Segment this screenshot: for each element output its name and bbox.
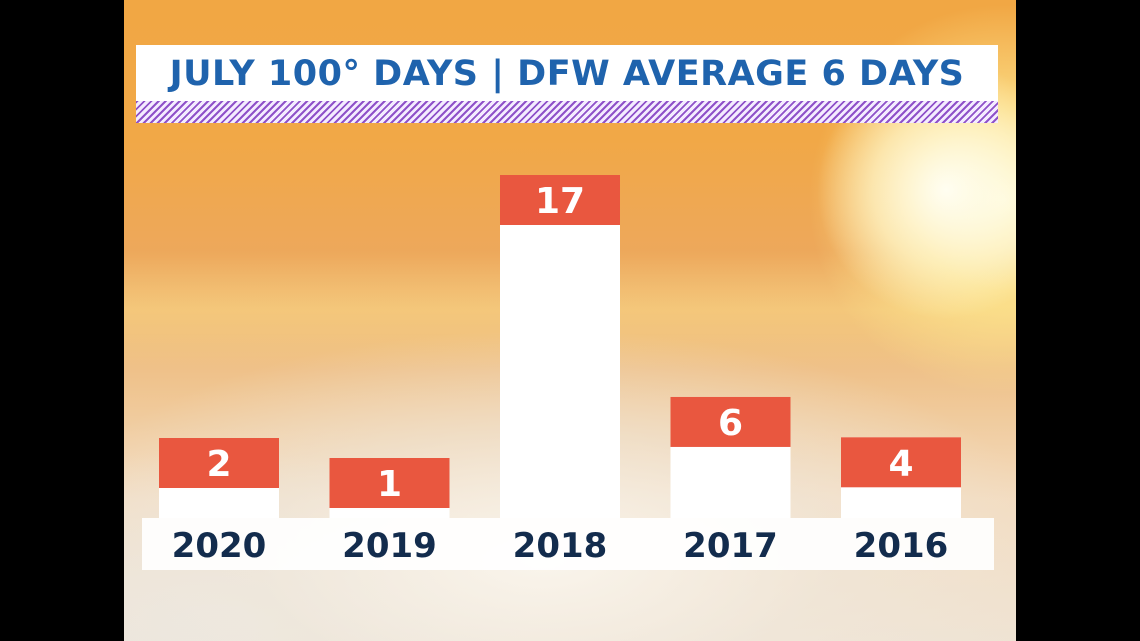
bar-value-label-2019: 1 bbox=[377, 464, 402, 505]
x-tick-label-2020: 2020 bbox=[172, 526, 267, 566]
graphic-canvas: JULY 100° DAYS | DFW AVERAGE 6 DAYS 2 202… bbox=[124, 0, 1016, 641]
bar-value-cap-2018 bbox=[500, 175, 620, 225]
chart-title: JULY 100° DAYS | DFW AVERAGE 6 DAYS bbox=[169, 54, 965, 94]
bar-value-cap-2016 bbox=[841, 437, 961, 488]
title-banner: JULY 100° DAYS | DFW AVERAGE 6 DAYS bbox=[136, 45, 998, 123]
title-stripe bbox=[136, 101, 998, 123]
bar-value-label-2020: 2 bbox=[206, 444, 231, 485]
x-tick-label-2016: 2016 bbox=[854, 526, 949, 566]
x-tick-label-2018: 2018 bbox=[513, 526, 608, 566]
bar-value-cap-2020 bbox=[159, 438, 279, 488]
bar-value-cap-2017 bbox=[670, 396, 791, 447]
bar-value-label-2018: 17 bbox=[535, 181, 585, 222]
bar-value-cap-2019 bbox=[329, 458, 450, 508]
x-tick-label-2017: 2017 bbox=[683, 526, 778, 566]
bar-2018 bbox=[500, 175, 620, 518]
bar-chart: 2 2020 1 2019 17 2018 6 2017 4 2016 bbox=[159, 175, 961, 566]
bar-value-label-2017: 6 bbox=[718, 403, 743, 444]
x-tick-label-2019: 2019 bbox=[342, 526, 437, 566]
bar-value-label-2016: 4 bbox=[888, 443, 913, 484]
year-label-band bbox=[142, 518, 994, 570]
